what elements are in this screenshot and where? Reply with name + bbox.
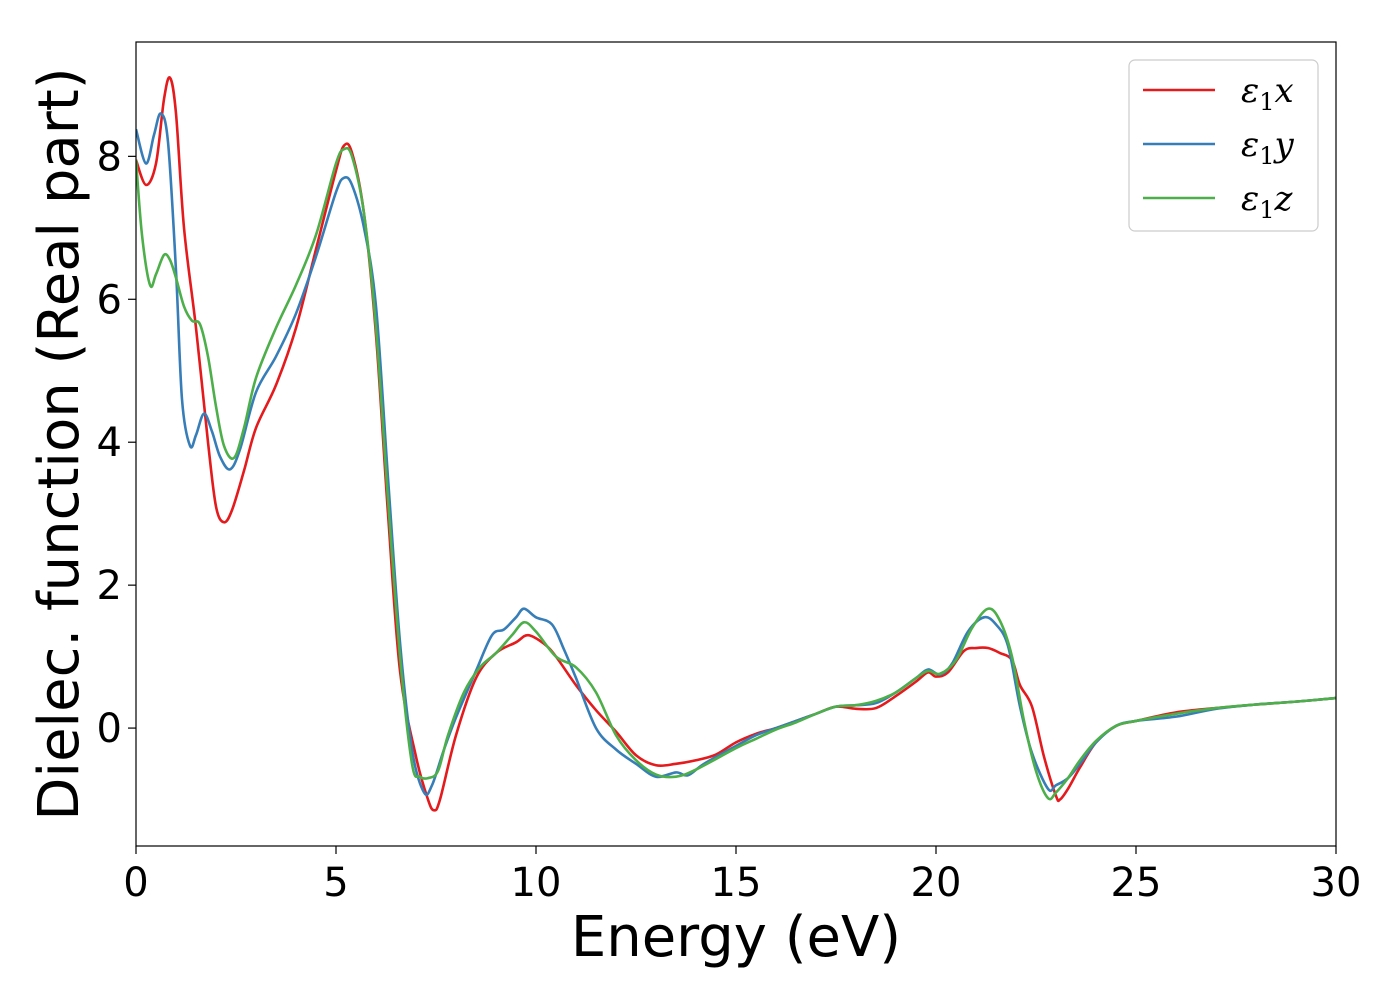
x-axis-ticks: 0 5 10 15 20 25 30: [123, 846, 1361, 906]
x-tick-label: 30: [1311, 860, 1362, 906]
y-tick-label: 8: [97, 134, 122, 180]
y-tick-label: 6: [97, 277, 122, 323]
y-tick-label: 2: [97, 563, 122, 609]
x-tick-label: 20: [911, 860, 962, 906]
x-tick-label: 5: [323, 860, 348, 906]
y-tick-label: 0: [97, 706, 122, 752]
y-axis-label: Dielec. function (Real part): [27, 67, 92, 820]
y-tick-label: 4: [97, 420, 122, 466]
x-tick-label: 25: [1111, 860, 1162, 906]
x-tick-label: 15: [711, 860, 762, 906]
x-tick-label: 10: [511, 860, 562, 906]
y-axis-ticks: 0 2 4 6 8: [97, 134, 136, 752]
x-axis-label: Energy (eV): [571, 905, 901, 970]
x-tick-label: 0: [123, 860, 148, 906]
